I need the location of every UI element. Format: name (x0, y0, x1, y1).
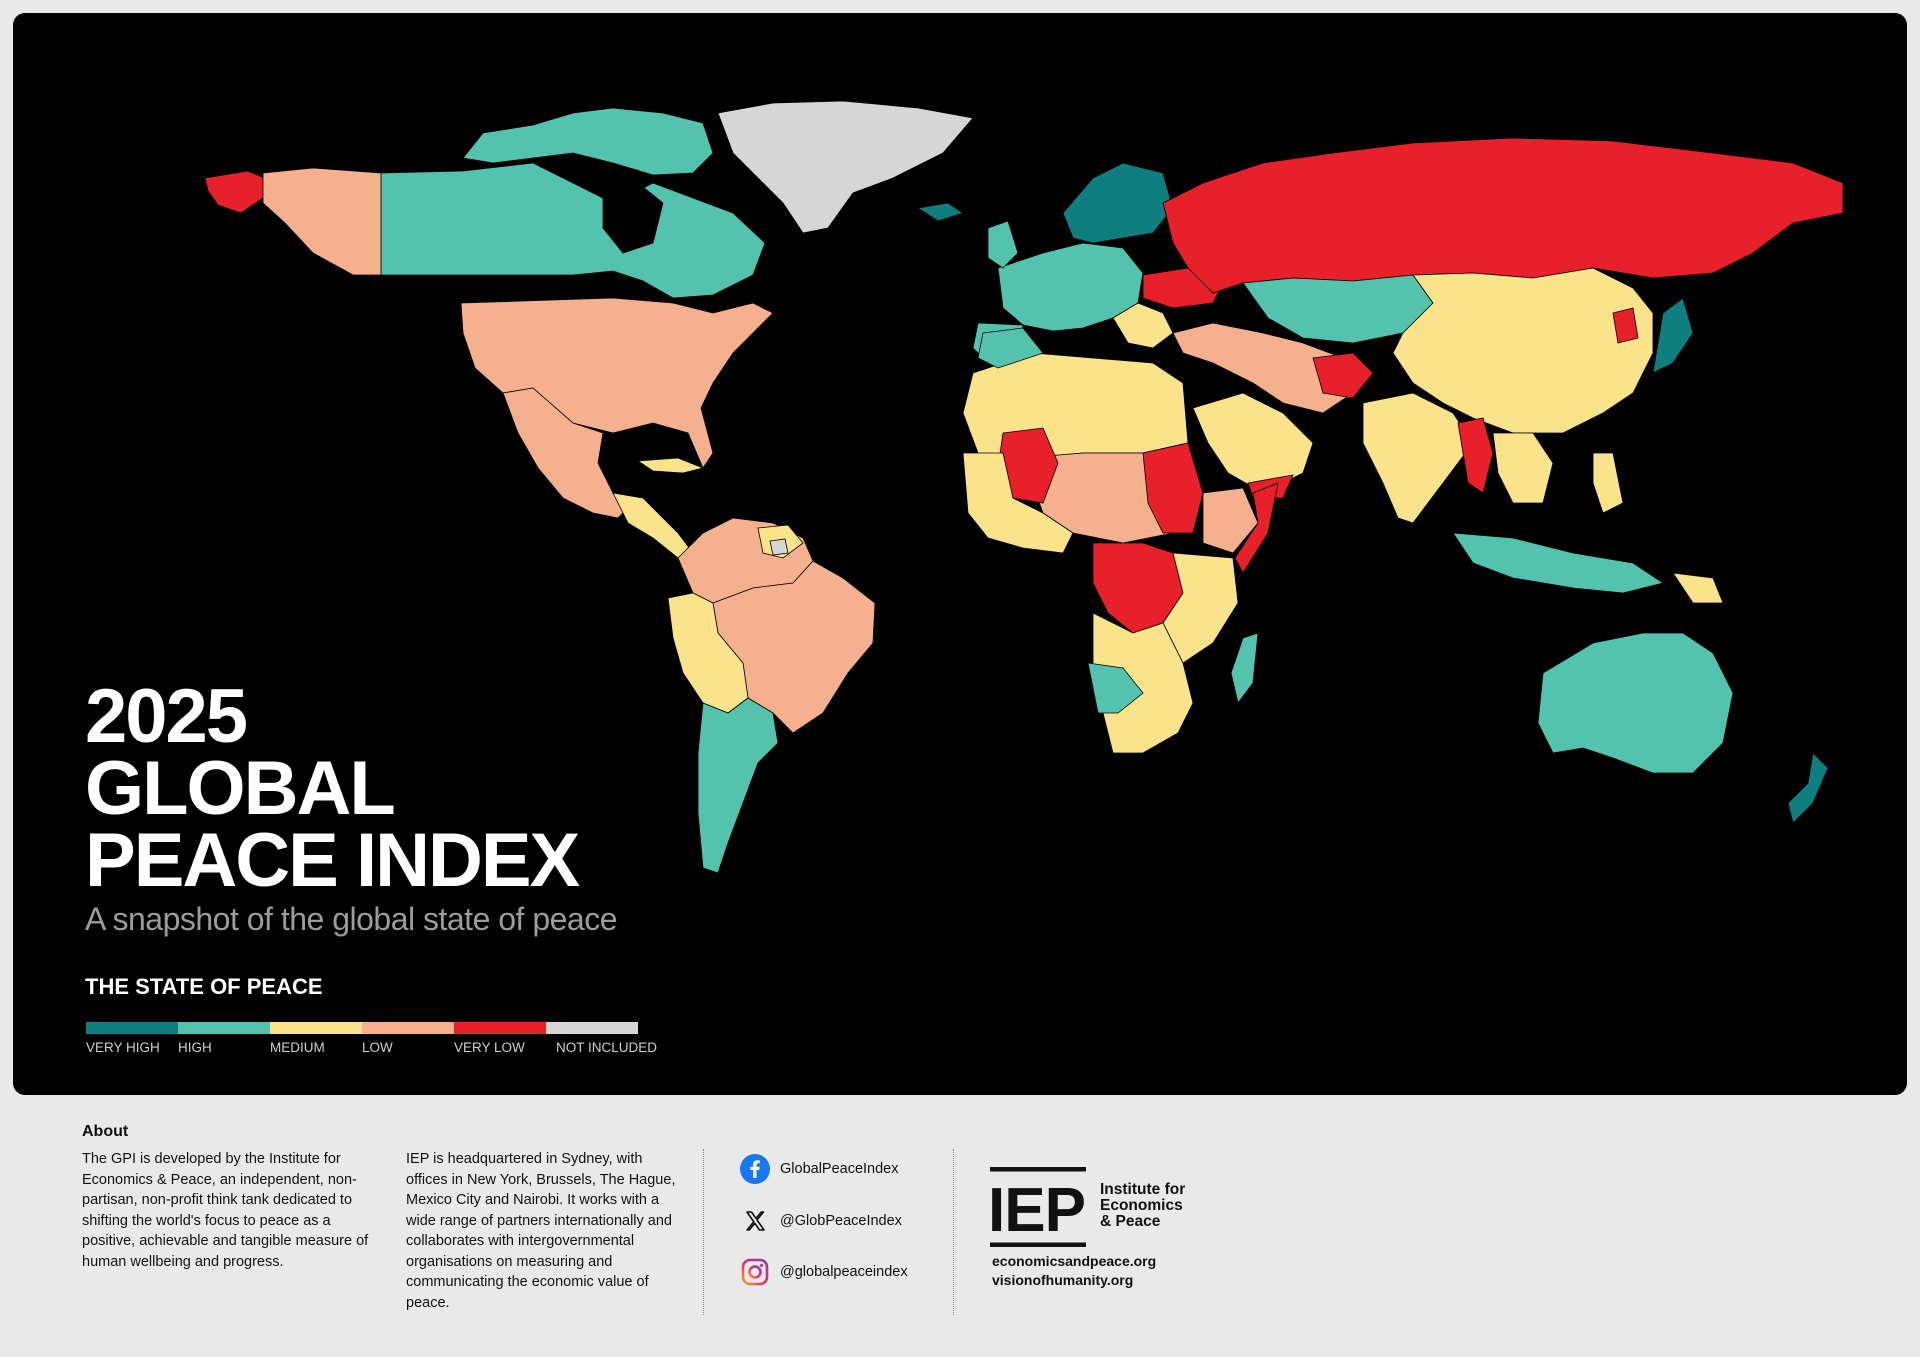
map-region-iceland (916, 202, 964, 222)
map-region-hudson-bay (602, 182, 664, 254)
legend-label-low: LOW (362, 1040, 393, 1055)
map-region-china-mongolia (1392, 267, 1654, 434)
map-region-new-zealand (1787, 752, 1829, 824)
title-year: 2025 (85, 674, 248, 759)
subtitle: A snapshot of the global state of peace (85, 901, 618, 937)
map-region-turkey-iran (1172, 322, 1354, 414)
about-paragraph-2: IEP is headquartered in Sydney, with off… (406, 1151, 676, 1311)
about-paragraph-1: The GPI is developed by the Institute fo… (82, 1151, 369, 1270)
iep-logo: IEP Institute for Economics & Peace (990, 1167, 1185, 1247)
legend-swatch-very-low (454, 1022, 546, 1034)
iep-name-line-1: Institute for (1100, 1181, 1185, 1198)
map-region-french-guiana (769, 538, 789, 556)
map-region-usa (460, 297, 774, 469)
social-instagram[interactable]: @globalpeaceindex (740, 1257, 908, 1287)
facebook-handle[interactable]: GlobalPeaceIndex (780, 1161, 899, 1177)
legend-swatch-medium (270, 1022, 362, 1034)
map-region-alaska (204, 170, 272, 214)
iep-name-line-2: Economics (1100, 1197, 1183, 1214)
legend-swatch-very-high (86, 1022, 178, 1034)
title-line-peace-index: PEACE INDEX (85, 818, 580, 903)
map-region-philippines (1592, 452, 1624, 514)
map-region-east-africa (1162, 552, 1239, 664)
map-region-north-korea (1612, 307, 1639, 344)
facebook-icon (740, 1154, 770, 1184)
map-region-myanmar (1457, 417, 1494, 494)
map-region-central-america (612, 492, 694, 559)
map-region-papua-new-guinea (1672, 572, 1724, 604)
map-region-north-africa (962, 352, 1189, 459)
legend-label-very-high: VERY HIGH (86, 1040, 160, 1055)
iep-logo-letters: IEP (990, 1176, 1085, 1245)
legend-swatch-low (362, 1022, 454, 1034)
url-visionofhumanity[interactable]: visionofhumanity.org (992, 1272, 1134, 1288)
map-region-namibia-botswana (1087, 662, 1144, 714)
legend-swatch-not-included (546, 1022, 638, 1034)
map-region-indonesia (1452, 532, 1664, 594)
map-region-russia (1162, 137, 1844, 294)
map-region-british-isles (987, 220, 1019, 269)
map-region-india (1362, 392, 1474, 524)
instagram-handle[interactable]: @globalpeaceindex (780, 1264, 908, 1280)
legend-label-not-included: NOT INCLUDED (556, 1040, 658, 1055)
map-region-canadian-arctic (462, 107, 714, 176)
legend-title: THE STATE OF PEACE (85, 974, 323, 999)
title-line-global: GLOBAL (85, 746, 396, 831)
map-region-somalia (1234, 482, 1279, 574)
poster-panel: 2025 GLOBAL PEACE INDEX A snapshot of th… (13, 13, 1907, 1095)
main-title: 2025 GLOBAL PEACE INDEX (85, 674, 580, 903)
iep-websites: economicsandpeace.org visionofhumanity.o… (992, 1252, 1156, 1290)
map-region-canada-main (380, 162, 766, 299)
social-facebook[interactable]: GlobalPeaceIndex (740, 1154, 899, 1184)
instagram-icon (741, 1258, 769, 1286)
iep-name-line-3: & Peace (1100, 1213, 1161, 1230)
x-icon (746, 1211, 765, 1231)
map-region-sudan (1142, 442, 1204, 534)
map-region-arabian-peninsula (1192, 392, 1314, 494)
url-economicsandpeace[interactable]: economicsandpeace.org (992, 1253, 1157, 1269)
legend-swatch-high (178, 1022, 270, 1034)
map-region-nordics (1062, 162, 1174, 244)
map-region-maghreb (977, 327, 1044, 369)
map-region-cuba (636, 457, 705, 474)
map-region-japan (1652, 297, 1694, 374)
legend-label-very-low: VERY LOW (454, 1040, 525, 1055)
world-peace-map (204, 100, 1844, 874)
map-region-southeast-asia (1492, 432, 1554, 504)
footer-divider-2 (953, 1149, 954, 1315)
x-handle[interactable]: @GlobPeaceIndex (780, 1213, 902, 1229)
social-x[interactable]: @GlobPeaceIndex (740, 1206, 902, 1236)
map-region-greenland (717, 100, 974, 234)
map-region-madagascar (1230, 632, 1259, 704)
legend-label-high: HIGH (178, 1040, 212, 1055)
map-region-ethiopia (1202, 487, 1259, 554)
map-region-afghanistan (1312, 352, 1374, 399)
footer-divider-1 (703, 1149, 704, 1315)
legend-label-medium: MEDIUM (270, 1040, 325, 1055)
map-region-australia (1537, 632, 1734, 774)
footer: About The GPI is developed by the Instit… (0, 1095, 1920, 1357)
map-region-west-africa (962, 452, 1074, 554)
map-region-southern-cone (697, 697, 779, 874)
map-region-northwest-salmon (262, 167, 382, 276)
legend-color-bar (86, 1022, 638, 1034)
about-heading: About (82, 1123, 129, 1140)
